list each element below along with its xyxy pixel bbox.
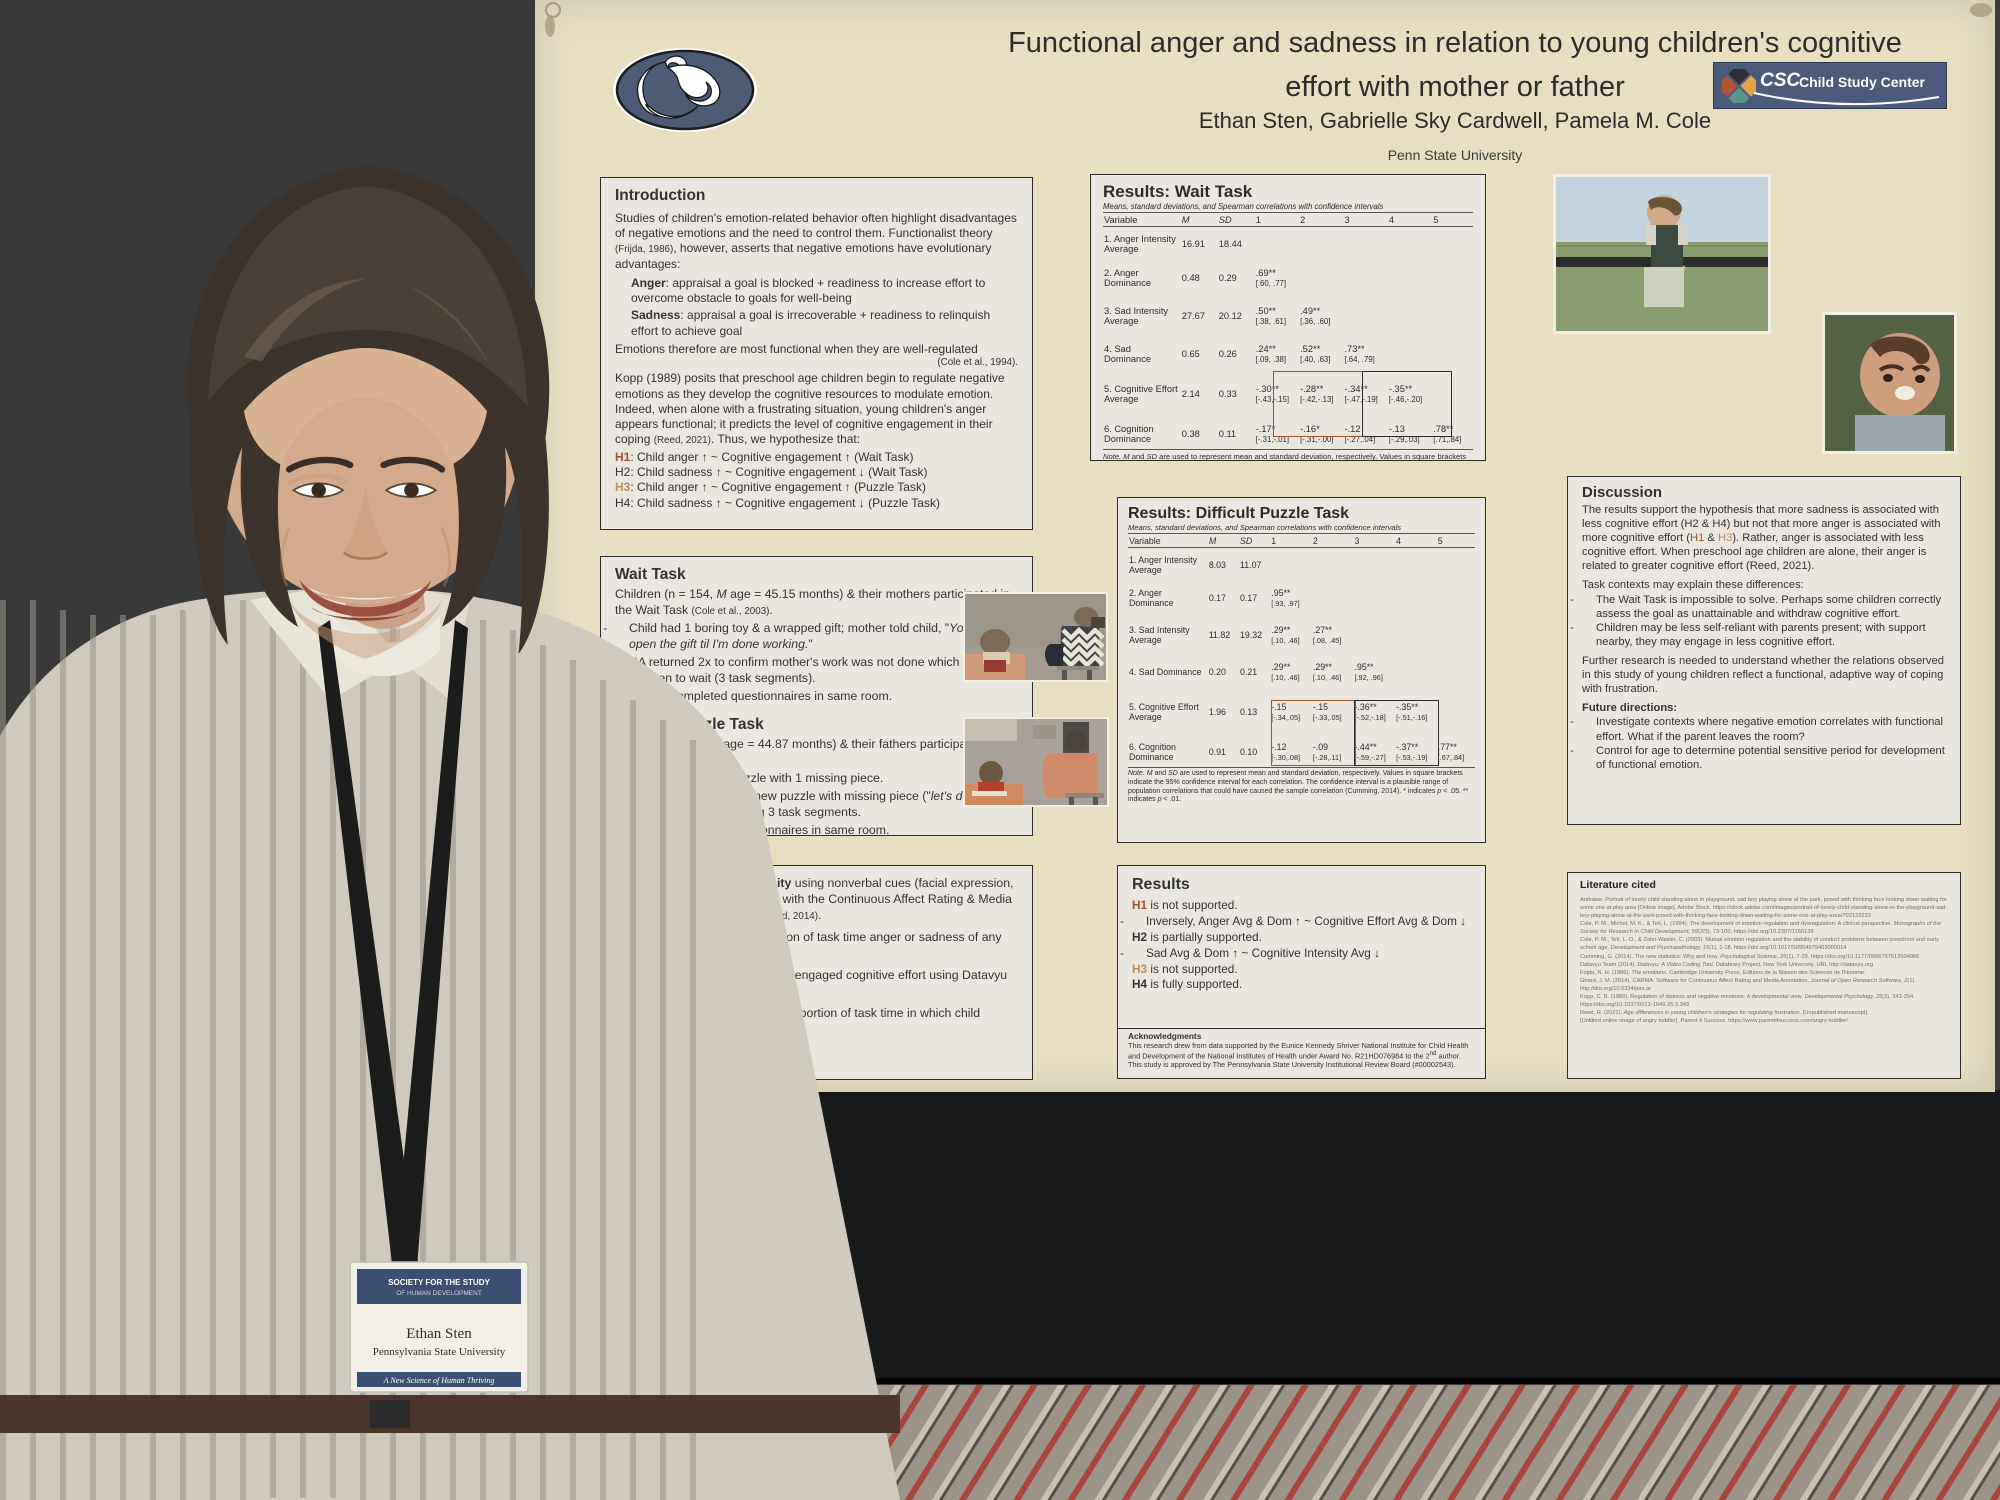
svg-text:OF HUMAN DEVELOPMENT: OF HUMAN DEVELOPMENT (396, 1290, 482, 1297)
svg-text:Pennsylvania State University: Pennsylvania State University (373, 1346, 506, 1358)
svg-text:SOCIETY FOR THE STUDY: SOCIETY FOR THE STUDY (388, 1278, 490, 1287)
svg-text:A New Science of Human Thrivin: A New Science of Human Thriving (383, 1376, 495, 1385)
svg-text:Ethan Sten: Ethan Sten (406, 1326, 472, 1342)
